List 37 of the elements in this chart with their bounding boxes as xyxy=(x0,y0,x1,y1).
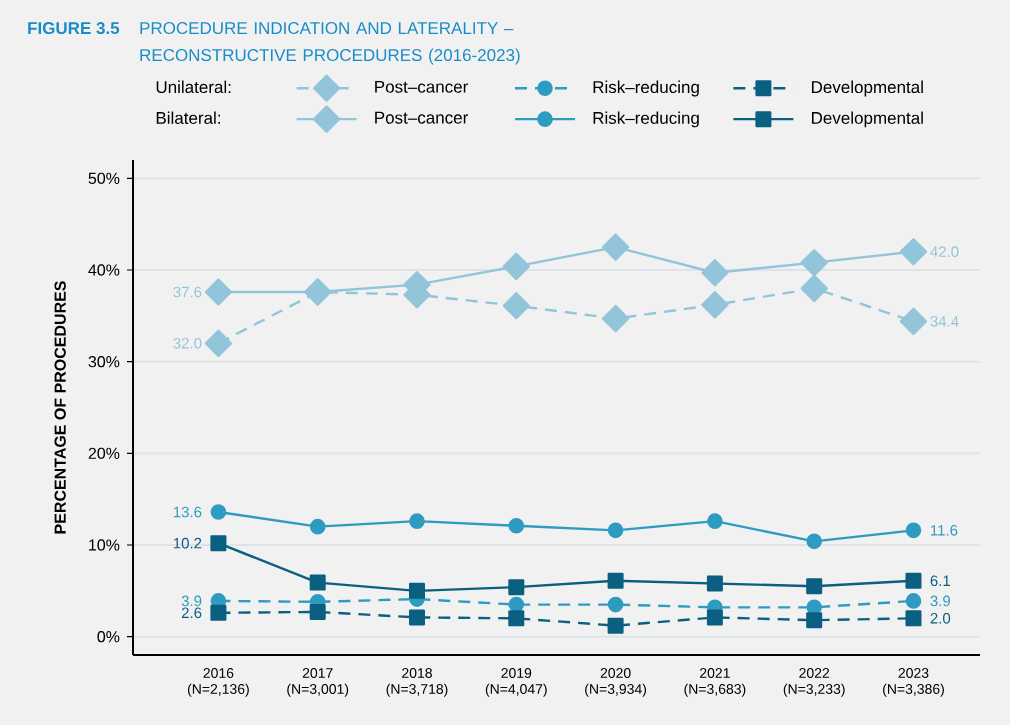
x-tick-label: 2017 (N=3,001) xyxy=(287,668,349,697)
legend-label: Post–cancer xyxy=(375,111,468,124)
data-label: 32.0 xyxy=(173,338,202,349)
data-label: 37.6 xyxy=(173,286,202,298)
data-label: 3.9 xyxy=(930,595,951,607)
x-tick-label: 2021 (N=3,683) xyxy=(684,668,746,697)
x-tick-label: 2022 (N=3,233) xyxy=(783,668,845,697)
data-label: 13.6 xyxy=(173,506,202,518)
data-label: 2.6 xyxy=(181,607,202,619)
data-label: 42.0 xyxy=(930,246,959,257)
data-label: 10.2 xyxy=(173,537,202,549)
y-tick-label: 10% xyxy=(89,539,120,551)
data-label: 11.6 xyxy=(931,525,958,536)
y-axis-title: PERCENTAGE OF PROCEDURES xyxy=(54,281,66,534)
data-label: 2.0 xyxy=(930,613,951,624)
legend-label: Developmental xyxy=(811,111,923,128)
x-tick-label: 2019 (N=4,047) xyxy=(485,668,547,697)
y-tick-label: 0% xyxy=(97,631,120,643)
data-label: 3.9 xyxy=(181,595,202,607)
x-tick-label: 2020 (N=3,934) xyxy=(585,668,647,697)
text: Unilateral: xyxy=(156,80,231,94)
chart-title: FIGURE 3.5 xyxy=(28,22,120,35)
legend-label: Developmental xyxy=(811,80,923,97)
y-tick-label: 20% xyxy=(88,447,120,459)
legend-label: Post–cancer xyxy=(375,80,468,93)
text: Bilateral: xyxy=(156,111,220,124)
x-tick-label: 2018 (N=3,718) xyxy=(386,668,448,697)
y-tick-label: 50% xyxy=(88,172,120,184)
chart-subtitle: PROCEDURE INDICATION AND LATERALITY – RECONSTRUCTIVE PROCEDURES (2016-2023) xyxy=(140,22,520,65)
legend-label: Risk–reducing xyxy=(593,80,699,97)
x-tick-label: 2023 (N=3,386) xyxy=(883,668,944,697)
data-label: 34.4 xyxy=(930,316,959,327)
data-label: 6.1 xyxy=(930,575,951,587)
y-tick-label: 40% xyxy=(88,264,120,276)
y-tick-label: 30% xyxy=(88,356,120,368)
x-tick-label: 2016 (N=2,136) xyxy=(187,668,249,697)
legend-label: Risk–reducing xyxy=(593,111,699,128)
